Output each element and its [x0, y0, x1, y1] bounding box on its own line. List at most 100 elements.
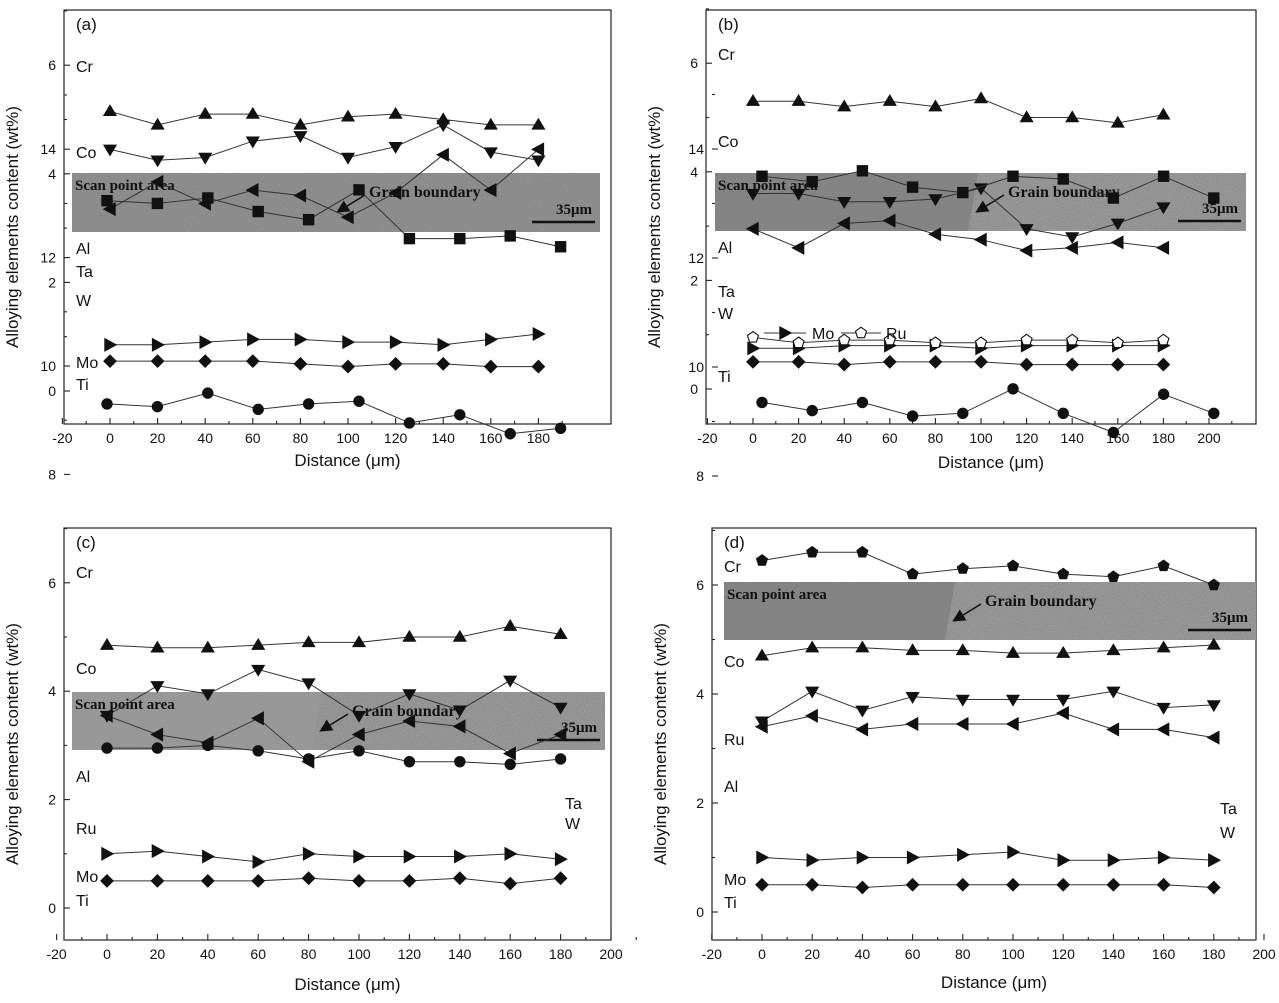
data-point — [805, 640, 820, 653]
data-point — [1019, 224, 1034, 236]
data-point — [855, 722, 869, 737]
data-point — [1065, 232, 1080, 245]
data-point — [293, 131, 308, 143]
data-point — [252, 854, 266, 869]
y-tick-label: 0 — [690, 381, 698, 397]
series-al — [102, 104, 546, 130]
y-tick-label: 12 — [688, 250, 704, 266]
data-point — [906, 410, 919, 422]
data-point — [1106, 722, 1120, 737]
series-label: Ti — [76, 377, 89, 394]
data-point — [746, 354, 760, 369]
data-point — [150, 681, 165, 693]
data-point — [791, 240, 805, 255]
data-point — [974, 354, 988, 369]
data-point — [504, 428, 516, 440]
data-point — [882, 196, 897, 209]
x-tick-label: -20 — [46, 946, 66, 962]
data-point — [1208, 192, 1220, 204]
data-point — [1110, 357, 1125, 372]
data-point — [928, 194, 943, 207]
data-point — [754, 719, 768, 734]
data-point — [151, 400, 164, 413]
series-label: Ti — [76, 893, 89, 910]
data-point — [1056, 877, 1071, 892]
data-point — [955, 716, 969, 732]
data-point — [454, 849, 468, 864]
data-point — [928, 227, 942, 242]
data-point — [974, 336, 988, 349]
series-label: Al — [724, 779, 738, 796]
data-point — [955, 694, 970, 707]
data-point — [1156, 702, 1171, 715]
series-line — [761, 712, 1214, 739]
legend-ru-marker — [854, 326, 868, 339]
y-tick-label: 6 — [48, 575, 56, 591]
data-point — [252, 745, 264, 757]
series-line — [752, 336, 1164, 344]
data-point — [1156, 240, 1170, 255]
data-point — [745, 188, 761, 201]
data-point — [245, 354, 260, 369]
data-point — [531, 155, 546, 168]
data-point — [251, 637, 266, 650]
x-tick-label: 0 — [749, 430, 757, 446]
x-tick-label: 120 — [384, 430, 408, 446]
series-al — [745, 91, 1171, 128]
x-tick-label: 120 — [1052, 946, 1076, 962]
series-label: Ti — [724, 895, 737, 912]
data-point — [341, 359, 355, 374]
data-point — [1157, 333, 1170, 346]
data-point — [806, 176, 818, 188]
y-tick-label: 0 — [696, 904, 704, 920]
data-point — [351, 635, 367, 648]
data-point — [837, 196, 852, 209]
micrograph-inset: Scan point area Grain boundary 35μm — [724, 582, 1256, 640]
data-point — [452, 705, 467, 718]
data-point — [352, 873, 366, 888]
x-axis-title: Distance (μm) — [294, 975, 400, 994]
y-tick-label: 4 — [48, 166, 56, 182]
panel-label: (b) — [718, 15, 739, 34]
data-point — [104, 337, 118, 352]
data-point — [1005, 694, 1021, 707]
grain-boundary-annotation: Grain boundary — [985, 593, 1097, 610]
data-point — [437, 337, 451, 352]
data-point — [531, 142, 545, 157]
data-point — [200, 689, 215, 702]
data-point — [806, 545, 819, 558]
x-tick-label: 0 — [758, 946, 766, 962]
data-point — [245, 136, 260, 149]
series-ta — [102, 120, 546, 168]
data-point — [245, 106, 260, 119]
data-point — [353, 395, 365, 407]
panel-label: (a) — [76, 15, 97, 34]
x-tick-label: 200 — [1197, 430, 1221, 446]
data-point — [792, 336, 805, 349]
scale-bar-label: 35μm — [1202, 201, 1239, 217]
x-tick-label: 100 — [969, 430, 993, 446]
data-point — [150, 174, 164, 189]
data-point — [200, 640, 215, 653]
data-point — [1106, 877, 1121, 892]
x-tick-label: 20 — [791, 430, 807, 446]
data-point — [531, 117, 546, 130]
chart-panel-1: (a)02468101214-2002040608010012014016018… — [3, 9, 612, 470]
series-mo — [756, 845, 1222, 868]
data-point — [202, 849, 216, 864]
data-point — [755, 554, 769, 566]
series-line — [106, 850, 561, 863]
series-line — [110, 360, 539, 368]
x-tick-label: 0 — [106, 430, 114, 446]
data-point — [251, 873, 266, 888]
data-point — [745, 94, 761, 106]
series-label: Al — [76, 769, 90, 786]
data-point — [1107, 192, 1120, 204]
data-point — [905, 643, 920, 656]
data-point — [353, 745, 365, 757]
series-label: Cr — [718, 47, 736, 64]
data-point — [302, 846, 316, 861]
data-point — [1019, 357, 1034, 372]
x-tick-label: 20 — [804, 946, 820, 962]
data-point — [102, 104, 118, 117]
